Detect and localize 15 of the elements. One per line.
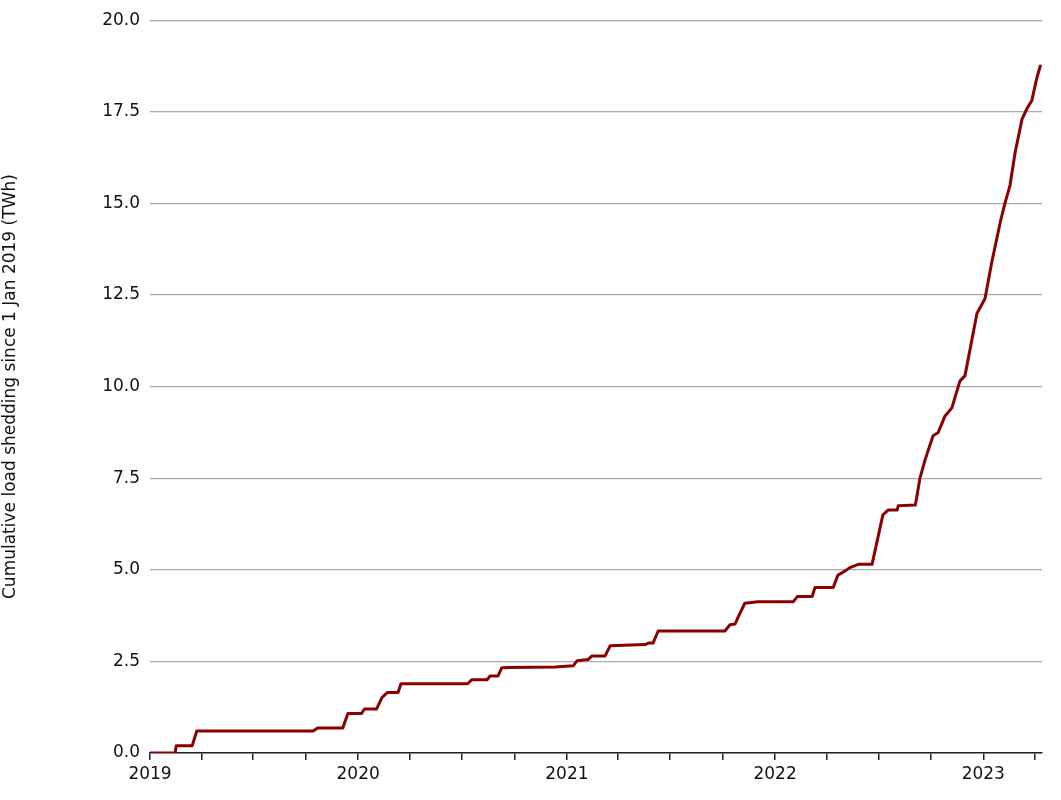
y-tick-label: 7.5	[112, 466, 140, 487]
x-tick-label: 2022	[753, 762, 797, 783]
y-tick-label: 15.0	[102, 191, 140, 212]
x-tick-label: 2019	[128, 762, 172, 783]
y-tick-label: 17.5	[102, 100, 140, 121]
y-tick-label: 2.5	[112, 649, 140, 670]
y-tick-label: 0.0	[112, 741, 140, 762]
y-tick-label: 12.5	[102, 283, 140, 304]
y-tick-label: 20.0	[102, 8, 140, 29]
y-tick-label: 10.0	[102, 375, 140, 396]
x-tick-label: 2021	[545, 762, 589, 783]
x-tick-label: 2023	[961, 762, 1005, 783]
y-axis-title: Cumulative load shedding since 1 Jan 2019 (TWh)	[0, 174, 19, 600]
x-tick-label: 2020	[336, 762, 380, 783]
y-tick-label: 5.0	[112, 558, 140, 579]
